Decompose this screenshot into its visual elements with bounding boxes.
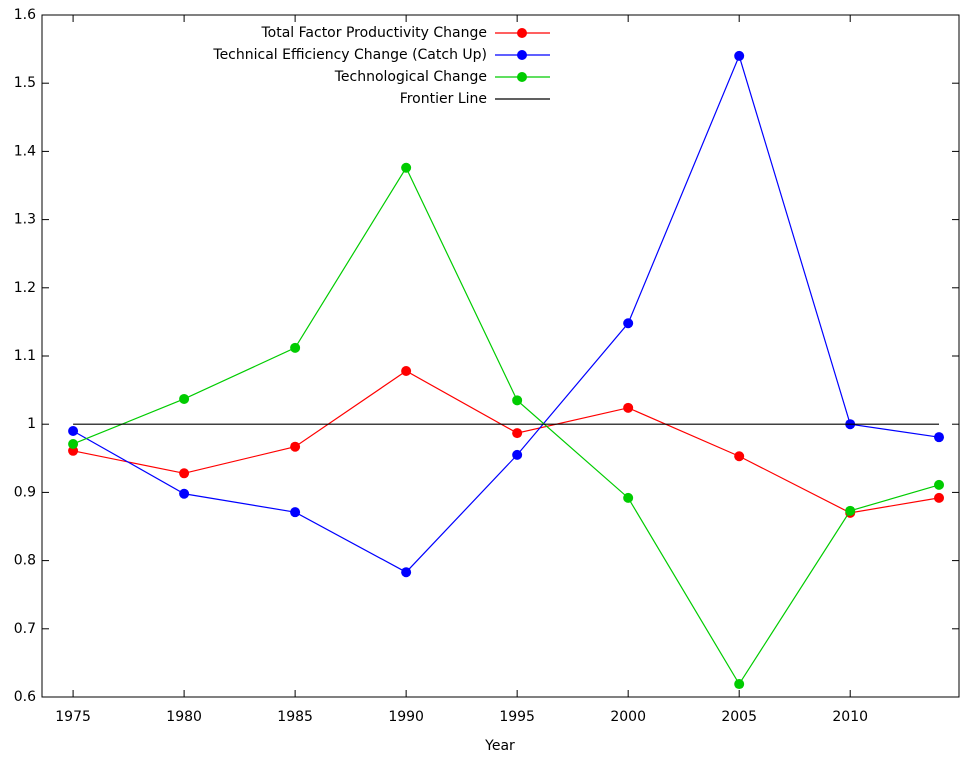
y-tick-label: 1.1 [14, 348, 36, 364]
y-tick-label: 1.6 [14, 7, 36, 23]
data-point [512, 395, 523, 406]
data-point [290, 342, 301, 353]
x-tick-label: 1975 [55, 709, 91, 725]
x-tick-label: 2010 [832, 709, 868, 725]
y-tick-label: 1.3 [14, 212, 36, 228]
plot-frame [41, 14, 960, 698]
data-point [68, 438, 79, 449]
data-point [734, 50, 745, 61]
legend-label: Total Factor Productivity Change [261, 25, 488, 41]
data-point [734, 679, 745, 690]
data-point [179, 393, 190, 404]
data-point [179, 468, 190, 479]
y-tick-label: 1.2 [14, 280, 36, 296]
y-tick-label: 0.9 [14, 484, 36, 500]
legend-marker [517, 50, 527, 60]
data-point [623, 402, 634, 413]
data-point [179, 488, 190, 499]
x-tick-label: 1990 [388, 709, 424, 725]
legend-marker [517, 72, 527, 82]
series-line [72, 166, 940, 686]
legend-label: Frontier Line [400, 91, 487, 107]
data-point [290, 441, 301, 452]
data-point [934, 432, 945, 443]
y-tick-label: 1.5 [14, 75, 36, 91]
legend-label: Technical Efficiency Change (Catch Up) [212, 47, 487, 63]
x-axis-label: Year [484, 738, 515, 754]
y-tick-label: 0.6 [14, 689, 36, 705]
data-point [68, 426, 79, 437]
y-tick-label: 1 [27, 416, 36, 432]
x-tick-label: 1980 [166, 709, 202, 725]
data-point [290, 507, 301, 518]
data-point [734, 451, 745, 462]
x-tick-label: 1985 [277, 709, 313, 725]
series-line [72, 370, 940, 514]
data-point [401, 366, 412, 377]
data-point [401, 162, 412, 173]
legend-marker [517, 28, 527, 38]
series-line [72, 54, 940, 573]
data-point [512, 449, 523, 460]
x-tick-label: 1995 [499, 709, 535, 725]
x-tick-label: 2005 [721, 709, 757, 725]
data-point [934, 492, 945, 503]
data-point [623, 318, 634, 329]
data-point [934, 479, 945, 490]
y-tick-label: 1.4 [14, 143, 36, 159]
legend-label: Technological Change [334, 69, 487, 85]
y-tick-label: 0.7 [14, 621, 36, 637]
x-tick-label: 2000 [610, 709, 646, 725]
data-point [401, 567, 412, 578]
y-tick-label: 0.8 [14, 553, 36, 569]
data-point [845, 505, 856, 516]
data-point [512, 428, 523, 439]
data-point [623, 492, 634, 503]
